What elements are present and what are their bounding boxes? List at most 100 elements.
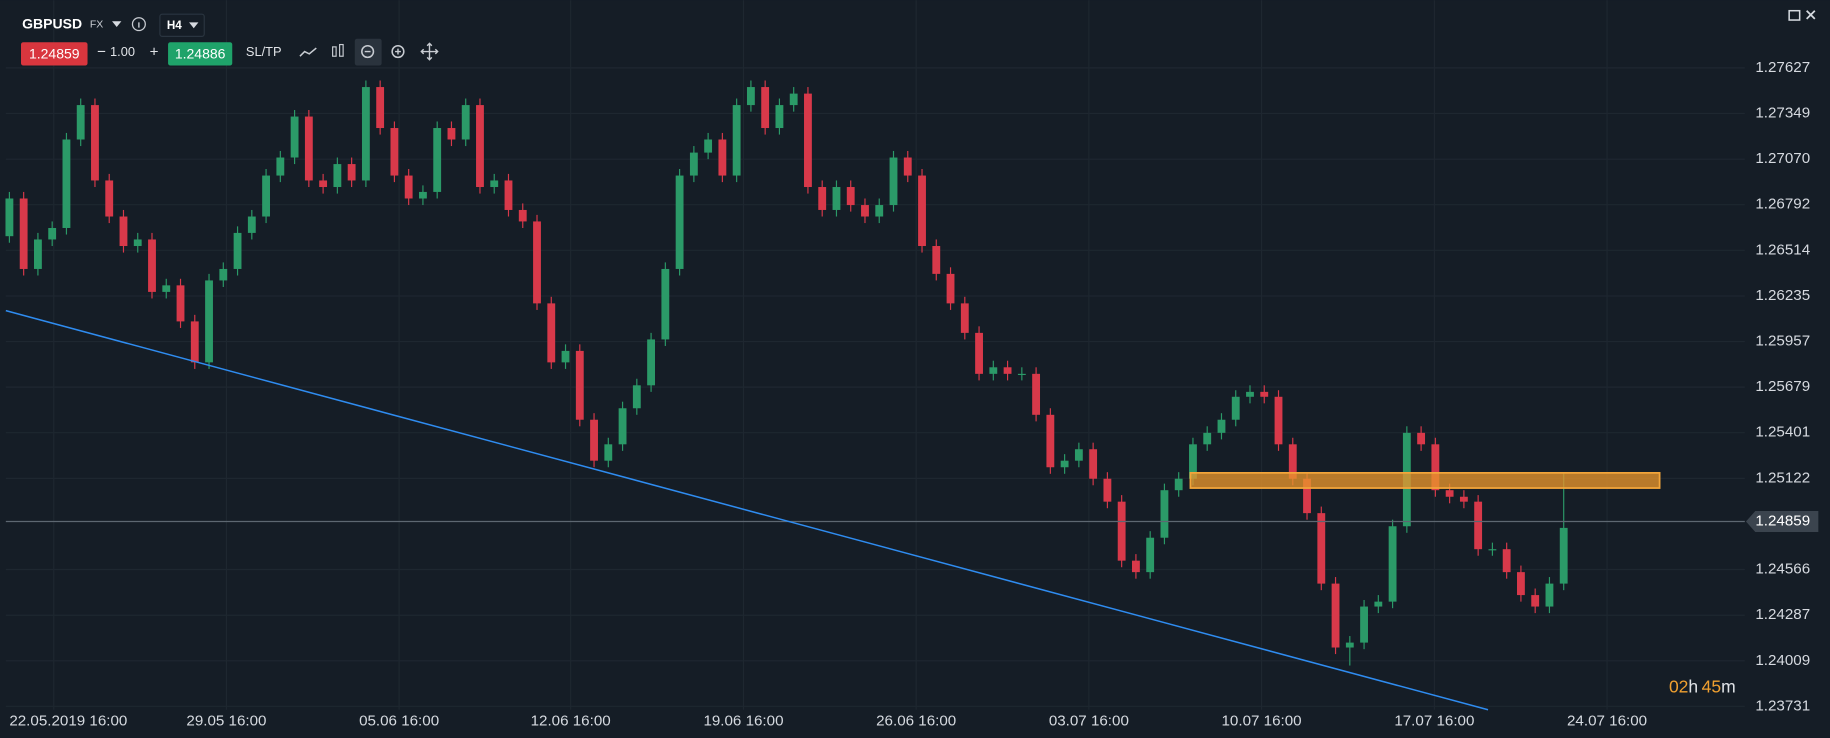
candle-body bbox=[533, 221, 541, 304]
candle-body bbox=[875, 205, 884, 217]
zoom-out-icon[interactable] bbox=[361, 44, 375, 59]
lot-size[interactable]: 1.00 bbox=[110, 44, 135, 59]
candle-body bbox=[119, 216, 128, 247]
candle-body bbox=[276, 157, 285, 176]
candle-body bbox=[461, 105, 470, 140]
candle-body bbox=[1117, 501, 1126, 561]
candle-body bbox=[1345, 642, 1354, 648]
y-tick-label: 1.26235 bbox=[1755, 287, 1810, 304]
ask-button[interactable] bbox=[168, 42, 233, 66]
candle-body bbox=[846, 187, 855, 206]
candle-body bbox=[190, 321, 199, 363]
sltp-button[interactable]: SL/TP bbox=[246, 44, 282, 59]
x-tick-label: 10.07 16:00 bbox=[1222, 712, 1302, 729]
candle-body bbox=[404, 175, 413, 199]
symbol[interactable]: GBPUSD bbox=[22, 15, 82, 31]
candle-body bbox=[419, 191, 427, 199]
candle-body bbox=[889, 157, 898, 206]
zoom-in-icon[interactable] bbox=[391, 44, 405, 59]
candle-body bbox=[1231, 396, 1240, 420]
candle-chart-icon[interactable] bbox=[332, 43, 344, 57]
candle-body bbox=[718, 139, 727, 176]
y-tick-label: 1.23731 bbox=[1755, 697, 1810, 714]
candle-body bbox=[1531, 595, 1540, 607]
candle-body bbox=[1317, 513, 1326, 584]
candle-body bbox=[105, 180, 114, 217]
candle-body bbox=[590, 419, 598, 461]
ask-price[interactable]: 1.24886 bbox=[175, 46, 226, 62]
candle-body bbox=[91, 105, 99, 181]
current-price-label: 1.24859 bbox=[1755, 512, 1810, 529]
candle-body bbox=[1374, 601, 1383, 607]
y-tick-label: 1.27627 bbox=[1755, 59, 1810, 76]
candle-body bbox=[946, 273, 955, 304]
candle-body bbox=[1274, 396, 1283, 445]
pan-icon[interactable] bbox=[420, 42, 439, 61]
axes: 1.27627 1.27349 1.27070 1.26792 1.26514 1.262… bbox=[9, 59, 1819, 729]
candle-body bbox=[1331, 583, 1340, 648]
candle-body bbox=[19, 198, 28, 269]
candle-body bbox=[1089, 449, 1098, 479]
candle-body bbox=[48, 227, 57, 240]
candle-body bbox=[361, 87, 370, 181]
candle-body bbox=[476, 105, 484, 188]
candle-body bbox=[247, 216, 256, 233]
candle-body bbox=[561, 350, 570, 363]
candle-body bbox=[1246, 391, 1254, 397]
timeframe-dropdown[interactable] bbox=[189, 22, 199, 29]
trend-line[interactable] bbox=[5, 309, 1489, 711]
candle-body bbox=[304, 116, 313, 181]
y-tick-label: 1.25679 bbox=[1755, 378, 1810, 395]
candle-body bbox=[1417, 432, 1426, 445]
y-tick-label: 1.27070 bbox=[1755, 150, 1810, 167]
y-tick-label: 1.27349 bbox=[1755, 104, 1810, 121]
timeframe-box[interactable] bbox=[159, 13, 205, 37]
candle-body bbox=[1360, 606, 1368, 643]
current-price-tag bbox=[1745, 510, 1819, 532]
close-button[interactable] bbox=[1806, 10, 1816, 20]
countdown-minutes: 45 bbox=[1702, 676, 1721, 696]
candle-body bbox=[775, 105, 784, 129]
candle-body bbox=[233, 232, 242, 269]
candle-body bbox=[861, 205, 869, 217]
y-tick-label: 1.26792 bbox=[1755, 196, 1810, 213]
info-icon[interactable] bbox=[131, 17, 146, 32]
y-tick-label: 1.25122 bbox=[1755, 469, 1810, 486]
market-dropdown[interactable] bbox=[112, 21, 122, 28]
candle-body bbox=[1559, 527, 1568, 584]
candle-body bbox=[647, 339, 656, 386]
line-chart-icon[interactable] bbox=[299, 47, 317, 57]
lot-increase[interactable]: + bbox=[150, 44, 159, 61]
y-tick-label: 1.25401 bbox=[1755, 424, 1810, 441]
candle-body bbox=[1217, 419, 1226, 433]
candle-body bbox=[704, 139, 713, 153]
candle-body bbox=[918, 175, 926, 247]
candle-body bbox=[1388, 526, 1397, 602]
candle-body bbox=[162, 285, 171, 292]
candle-body bbox=[761, 87, 770, 129]
bid-button[interactable] bbox=[21, 42, 88, 66]
candle-body bbox=[1074, 449, 1083, 461]
icon-part bbox=[339, 43, 344, 57]
x-tick-label: 19.06 16:00 bbox=[703, 712, 783, 729]
timeframe[interactable]: H4 bbox=[167, 19, 182, 32]
candle-body bbox=[1459, 496, 1468, 502]
support-zone[interactable] bbox=[1189, 471, 1661, 489]
bid-price[interactable]: 1.24859 bbox=[29, 46, 80, 62]
candle-body bbox=[390, 128, 399, 176]
y-tick-label: 1.24287 bbox=[1755, 606, 1810, 623]
candle-body bbox=[518, 209, 527, 222]
candle-body bbox=[133, 239, 142, 247]
maximize-button[interactable] bbox=[1788, 9, 1801, 21]
countdown-h: h bbox=[1688, 676, 1698, 696]
x-tick-label: 24.07 16:00 bbox=[1567, 712, 1647, 729]
candle-body bbox=[732, 105, 741, 176]
candle-body bbox=[262, 175, 270, 217]
x-tick-label: 26.06 16:00 bbox=[876, 712, 956, 729]
candle-body bbox=[1488, 549, 1497, 551]
candle-body bbox=[447, 128, 456, 140]
x-tick-label: 12.06 16:00 bbox=[531, 712, 611, 729]
lot-decrease[interactable]: − bbox=[97, 44, 106, 61]
candle-body bbox=[333, 164, 342, 188]
